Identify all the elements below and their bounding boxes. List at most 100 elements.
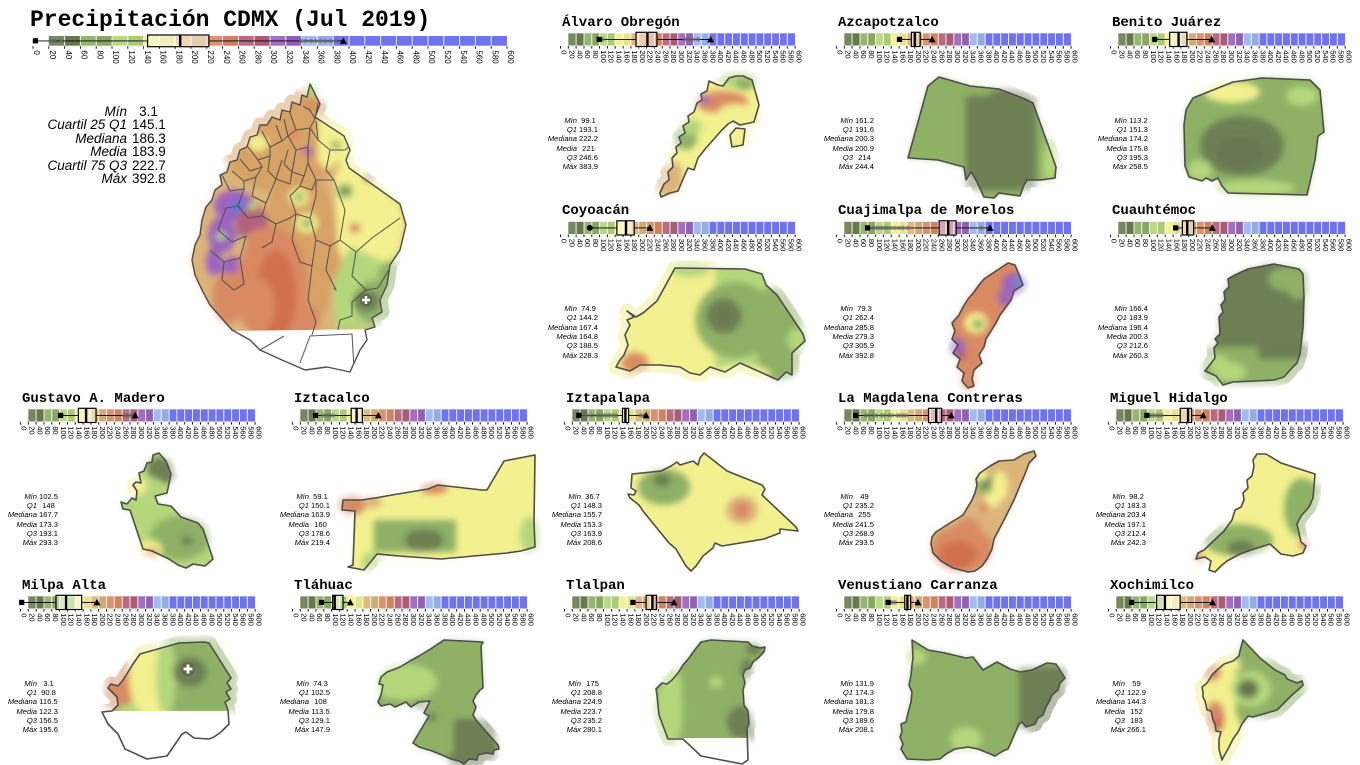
svg-text:20: 20 — [1118, 239, 1127, 247]
svg-text:420: 420 — [1272, 426, 1281, 439]
svg-text:580: 580 — [1063, 239, 1072, 252]
svg-text:300: 300 — [409, 613, 418, 626]
svg-text:80: 80 — [95, 50, 104, 59]
svg-text:540: 540 — [231, 613, 240, 626]
svg-text:440: 440 — [1280, 426, 1289, 439]
svg-text:500: 500 — [427, 50, 436, 64]
svg-text:0: 0 — [564, 613, 573, 617]
svg-text:260: 260 — [121, 426, 130, 439]
svg-text:280: 280 — [669, 239, 678, 252]
svg-text:180: 180 — [906, 50, 915, 63]
svg-text:300: 300 — [677, 239, 686, 252]
svg-text:540: 540 — [1047, 50, 1056, 63]
svg-text:300: 300 — [269, 50, 278, 64]
svg-text:100: 100 — [1149, 50, 1158, 63]
svg-text:500: 500 — [1031, 613, 1040, 626]
svg-text:180: 180 — [90, 426, 99, 439]
svg-text:440: 440 — [736, 426, 745, 439]
svg-text:580: 580 — [490, 50, 499, 64]
svg-text:240: 240 — [222, 50, 231, 64]
svg-text:440: 440 — [736, 613, 745, 626]
svg-text:60: 60 — [80, 50, 89, 59]
svg-text:540: 540 — [771, 50, 780, 63]
svg-text:480: 480 — [1023, 426, 1032, 439]
svg-text:40: 40 — [35, 426, 44, 434]
svg-text:160: 160 — [626, 426, 635, 439]
svg-text:260: 260 — [661, 239, 670, 252]
svg-text:180: 180 — [634, 613, 643, 626]
svg-text:0: 0 — [32, 50, 41, 55]
svg-text:460: 460 — [1288, 613, 1297, 626]
svg-text:560: 560 — [1329, 50, 1338, 63]
svg-text:520: 520 — [1311, 613, 1320, 626]
svg-text:280: 280 — [129, 426, 138, 439]
svg-text:200: 200 — [914, 239, 923, 252]
svg-text:20: 20 — [28, 613, 37, 621]
svg-text:340: 340 — [693, 50, 702, 63]
svg-text:60: 60 — [587, 613, 596, 621]
svg-text:560: 560 — [1055, 239, 1064, 252]
svg-text:360: 360 — [977, 613, 986, 626]
svg-text:160: 160 — [1172, 239, 1181, 252]
svg-text:400: 400 — [992, 426, 1001, 439]
svg-text:180: 180 — [1180, 50, 1189, 63]
svg-text:420: 420 — [184, 613, 193, 626]
svg-text:300: 300 — [137, 613, 146, 626]
svg-text:200: 200 — [1188, 50, 1197, 63]
svg-text:340: 340 — [425, 426, 434, 439]
svg-text:300: 300 — [1225, 426, 1234, 439]
svg-text:60: 60 — [859, 50, 868, 58]
svg-text:380: 380 — [1258, 239, 1267, 252]
svg-text:440: 440 — [192, 613, 201, 626]
svg-text:480: 480 — [751, 426, 760, 439]
svg-text:120: 120 — [607, 50, 616, 63]
svg-text:300: 300 — [409, 426, 418, 439]
svg-text:480: 480 — [1297, 239, 1306, 252]
svg-text:500: 500 — [487, 426, 496, 439]
svg-text:80: 80 — [595, 426, 604, 434]
svg-text:220: 220 — [106, 426, 115, 439]
svg-text:20: 20 — [844, 50, 853, 58]
svg-text:480: 480 — [1023, 239, 1032, 252]
svg-text:220: 220 — [106, 613, 115, 626]
svg-text:460: 460 — [1016, 426, 1025, 439]
svg-text:420: 420 — [728, 613, 737, 626]
svg-text:400: 400 — [1266, 50, 1275, 63]
svg-text:240: 240 — [114, 426, 123, 439]
svg-text:420: 420 — [184, 426, 193, 439]
svg-text:40: 40 — [851, 50, 860, 58]
svg-text:200: 200 — [370, 426, 379, 439]
svg-text:0: 0 — [20, 426, 29, 430]
svg-text:140: 140 — [890, 50, 899, 63]
svg-text:560: 560 — [511, 613, 520, 626]
svg-text:340: 340 — [1243, 239, 1252, 252]
svg-text:480: 480 — [207, 613, 216, 626]
svg-text:260: 260 — [393, 613, 402, 626]
svg-text:300: 300 — [1227, 50, 1236, 63]
svg-text:120: 120 — [611, 426, 620, 439]
svg-text:420: 420 — [364, 50, 373, 64]
svg-text:380: 380 — [332, 50, 341, 64]
svg-text:20: 20 — [572, 426, 581, 434]
svg-text:160: 160 — [898, 50, 907, 63]
svg-text:160: 160 — [1172, 50, 1181, 63]
svg-text:400: 400 — [992, 50, 1001, 63]
svg-text:580: 580 — [791, 426, 800, 439]
svg-text:460: 460 — [744, 426, 753, 439]
svg-text:360: 360 — [317, 50, 326, 64]
svg-text:280: 280 — [945, 426, 954, 439]
svg-text:420: 420 — [1000, 426, 1009, 439]
svg-text:400: 400 — [1266, 239, 1275, 252]
svg-text:0: 0 — [564, 426, 573, 430]
svg-text:240: 240 — [1202, 613, 1211, 626]
svg-text:540: 540 — [771, 239, 780, 252]
svg-text:420: 420 — [1274, 50, 1283, 63]
svg-text:400: 400 — [176, 613, 185, 626]
svg-text:120: 120 — [607, 239, 616, 252]
svg-text:20: 20 — [844, 613, 853, 621]
svg-text:120: 120 — [1155, 426, 1164, 439]
svg-text:200: 200 — [98, 613, 107, 626]
svg-text:140: 140 — [890, 613, 899, 626]
svg-text:440: 440 — [1008, 426, 1017, 439]
svg-text:360: 360 — [977, 239, 986, 252]
